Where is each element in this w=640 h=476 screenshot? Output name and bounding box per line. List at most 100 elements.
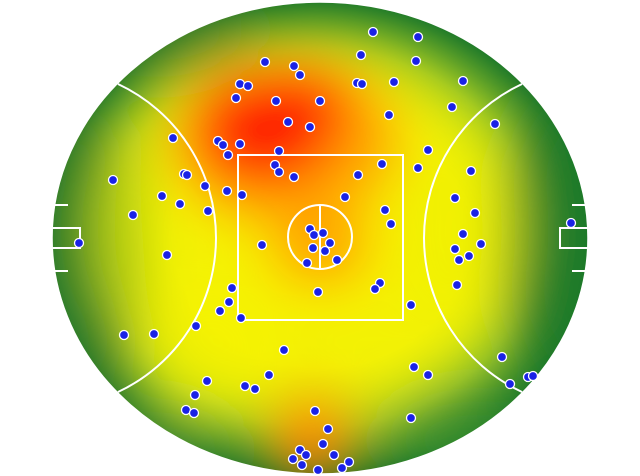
data-point	[288, 60, 300, 72]
data-point	[282, 116, 294, 128]
data-point	[314, 95, 326, 107]
data-point	[352, 169, 364, 181]
data-point	[465, 165, 477, 177]
data-point	[201, 375, 213, 387]
data-point	[273, 145, 285, 157]
data-point	[475, 238, 487, 250]
data-point	[167, 132, 179, 144]
data-point	[496, 351, 508, 363]
data-point	[222, 149, 234, 161]
data-point	[449, 243, 461, 255]
data-point	[527, 370, 539, 382]
data-point	[296, 459, 308, 471]
data-point	[489, 118, 501, 130]
left-fifty-arc	[117, 83, 217, 393]
data-point	[259, 56, 271, 68]
data-point	[304, 121, 316, 133]
data-point	[457, 228, 469, 240]
data-point	[312, 286, 324, 298]
data-point	[263, 369, 275, 381]
data-point	[236, 189, 248, 201]
data-point	[343, 456, 355, 468]
data-point	[307, 242, 319, 254]
data-point	[469, 207, 481, 219]
data-point	[226, 282, 238, 294]
data-point	[73, 237, 85, 249]
data-point	[504, 378, 516, 390]
data-point	[388, 76, 400, 88]
data-point	[148, 328, 160, 340]
possession-points	[73, 26, 577, 476]
data-point	[107, 174, 119, 186]
data-point	[230, 92, 242, 104]
data-point	[309, 405, 321, 417]
data-point	[446, 101, 458, 113]
data-point	[410, 55, 422, 67]
data-point	[463, 250, 475, 262]
data-point	[221, 185, 233, 197]
data-point	[405, 412, 417, 424]
data-point	[118, 329, 130, 341]
data-point	[376, 158, 388, 170]
data-point	[300, 449, 312, 461]
data-point	[156, 190, 168, 202]
data-point	[451, 279, 463, 291]
data-point	[188, 407, 200, 419]
data-point	[189, 389, 201, 401]
data-point	[270, 95, 282, 107]
data-point	[294, 69, 306, 81]
right-fifty-arc	[423, 83, 523, 393]
data-point	[328, 449, 340, 461]
data-point	[339, 191, 351, 203]
data-point	[385, 218, 397, 230]
data-point	[312, 464, 324, 476]
data-point	[412, 31, 424, 43]
data-point	[308, 229, 320, 241]
data-point	[317, 438, 329, 450]
data-point	[256, 239, 268, 251]
data-point	[331, 254, 343, 266]
data-point	[367, 26, 379, 38]
data-point	[190, 320, 202, 332]
data-point	[405, 299, 417, 311]
data-point	[412, 162, 424, 174]
data-point	[278, 344, 290, 356]
data-point	[324, 237, 336, 249]
data-point	[249, 383, 261, 395]
data-point	[356, 78, 368, 90]
data-point	[322, 423, 334, 435]
data-point	[199, 180, 211, 192]
data-point	[336, 462, 348, 474]
data-point	[449, 192, 461, 204]
data-point	[355, 49, 367, 61]
right-goal-square	[559, 227, 588, 249]
data-point	[287, 453, 299, 465]
data-point	[453, 254, 465, 266]
data-point	[369, 283, 381, 295]
data-point	[422, 369, 434, 381]
data-point	[422, 144, 434, 156]
data-point	[239, 380, 251, 392]
field-markings	[52, 83, 588, 393]
centre-square	[237, 154, 404, 321]
data-point	[235, 312, 247, 324]
data-point	[408, 361, 420, 373]
data-point	[234, 138, 246, 150]
data-point	[565, 217, 577, 229]
data-point	[223, 296, 235, 308]
data-point	[217, 139, 229, 151]
data-point	[379, 204, 391, 216]
data-point	[202, 205, 214, 217]
data-point	[273, 166, 285, 178]
data-point	[288, 171, 300, 183]
data-point	[301, 257, 313, 269]
data-point	[127, 209, 139, 221]
data-point	[317, 227, 329, 239]
data-point	[174, 198, 186, 210]
data-point	[161, 249, 173, 261]
data-point	[181, 169, 193, 181]
data-point	[214, 305, 226, 317]
data-point	[383, 109, 395, 121]
